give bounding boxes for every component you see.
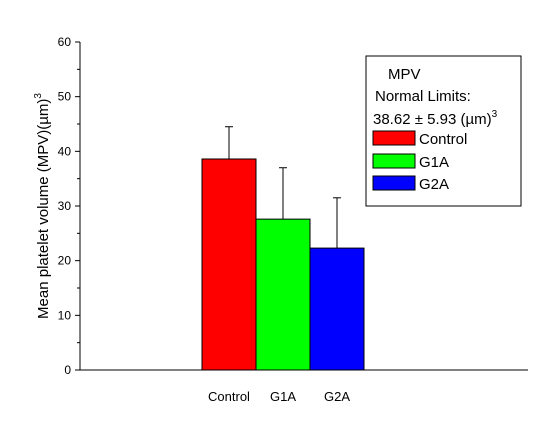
legend-swatch-g1a [372,153,416,169]
y-tick-label: 20 [58,254,72,268]
bars-group [201,158,365,371]
y-tick-label: 60 [58,35,72,49]
y-axis-label-text: Mean platelet volume (MPV)(µm) [35,99,52,319]
legend-normal-value-superscript: 3 [492,109,498,120]
legend-label-control: Control [419,131,467,148]
x-ticks-group: Control G1A G2A [208,389,350,404]
legend-normal-limits: Normal Limits: [375,88,471,105]
legend-normal-value-text: 38.62 ± 5.93 (µm) [373,111,492,128]
legend-swatch-control [372,130,416,146]
y-ticks-group: 0 10 20 30 40 50 60 [58,35,80,377]
error-bars-group [225,126,341,249]
legend-normal-value: 38.62 ± 5.93 (µm)3 [373,109,498,128]
x-tick-label: Control [208,389,250,404]
legend-swatch-g2a [372,175,416,191]
legend-title: MPV [388,66,421,83]
legend-label-g2a: G2A [419,176,449,193]
y-tick-label: 0 [64,363,71,377]
x-tick-label: G2A [324,389,350,404]
y-tick-label: 10 [58,308,72,322]
legend-entries-group: Control G1A G2A [372,130,467,193]
y-axis-label-superscript: 3 [33,93,44,99]
legend: MPV Normal Limits: 38.62 ± 5.93 (µm)3 Co… [365,55,522,207]
bar-g2a [309,247,365,371]
y-tick-label: 50 [58,90,72,104]
y-axis-label: Mean platelet volume (MPV)(µm)3 [33,93,52,319]
bar-control [201,158,257,371]
x-tick-label: G1A [270,389,296,404]
legend-label-g1a: G1A [419,154,449,171]
y-tick-label: 30 [58,199,72,213]
bar-g1a [255,218,311,371]
y-tick-label: 40 [58,144,72,158]
